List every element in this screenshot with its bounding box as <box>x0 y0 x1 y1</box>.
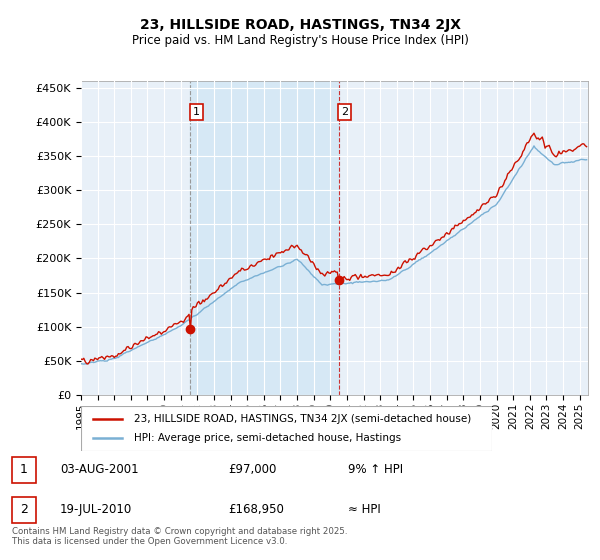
Text: ≈ HPI: ≈ HPI <box>348 503 381 516</box>
FancyBboxPatch shape <box>12 497 36 523</box>
FancyBboxPatch shape <box>12 457 36 483</box>
Text: 1: 1 <box>20 463 28 477</box>
Text: HPI: Average price, semi-detached house, Hastings: HPI: Average price, semi-detached house,… <box>134 433 401 444</box>
Text: 9% ↑ HPI: 9% ↑ HPI <box>348 463 403 477</box>
Text: 19-JUL-2010: 19-JUL-2010 <box>60 503 132 516</box>
Text: 23, HILLSIDE ROAD, HASTINGS, TN34 2JX: 23, HILLSIDE ROAD, HASTINGS, TN34 2JX <box>139 18 461 32</box>
Text: 1: 1 <box>193 107 200 117</box>
Bar <box>190 81 338 395</box>
Text: 03-AUG-2001: 03-AUG-2001 <box>60 463 139 477</box>
Text: 23, HILLSIDE ROAD, HASTINGS, TN34 2JX (semi-detached house): 23, HILLSIDE ROAD, HASTINGS, TN34 2JX (s… <box>134 413 472 423</box>
Text: £97,000: £97,000 <box>228 463 277 477</box>
Text: £168,950: £168,950 <box>228 503 284 516</box>
Text: Price paid vs. HM Land Registry's House Price Index (HPI): Price paid vs. HM Land Registry's House … <box>131 34 469 47</box>
Text: 2: 2 <box>341 107 348 117</box>
Text: 2: 2 <box>20 503 28 516</box>
Text: Contains HM Land Registry data © Crown copyright and database right 2025.
This d: Contains HM Land Registry data © Crown c… <box>12 526 347 546</box>
